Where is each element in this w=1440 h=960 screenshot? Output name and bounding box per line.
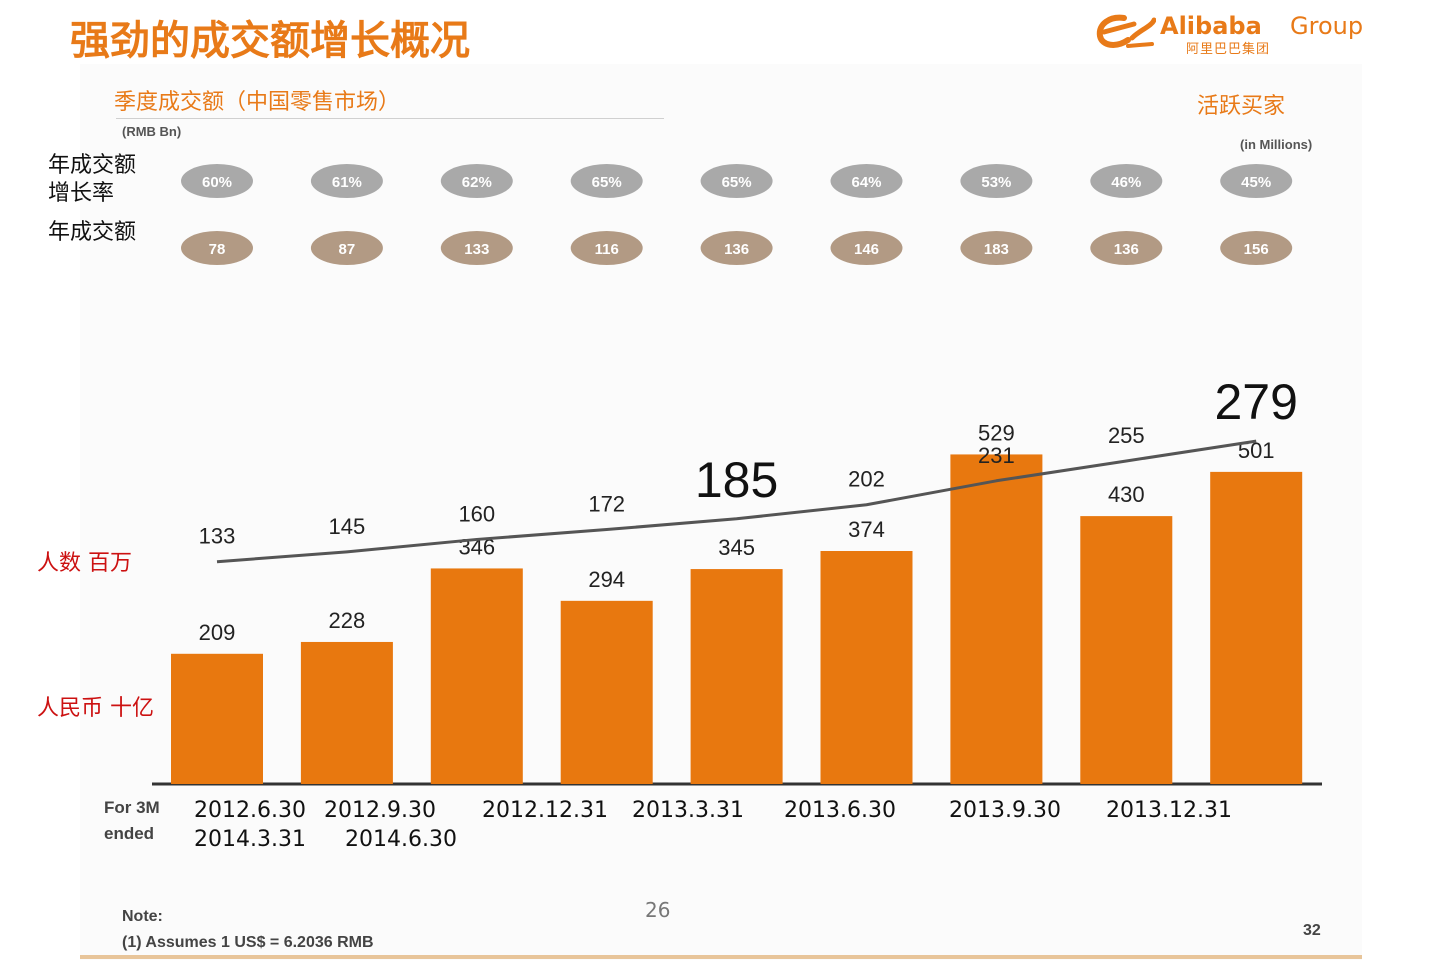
gmv-bar [171, 653, 263, 784]
x-tick-label: 2012.6.30 [194, 798, 306, 823]
page-number: 26 [645, 898, 671, 922]
growth-rate-value: 62% [462, 174, 492, 191]
annual-gmv-value: 146 [854, 241, 879, 258]
active-buyers-value-label: 185 [695, 452, 778, 508]
annual-gmv-value: 156 [1244, 241, 1269, 258]
growth-rate-pill [1090, 164, 1163, 198]
annual-gmv-pill [570, 231, 643, 265]
active-buyers-value-label: 160 [458, 501, 495, 526]
annual-gmv-pill [1090, 231, 1163, 265]
active-buyers-value-label: 202 [848, 467, 885, 492]
annual-gmv-pill [440, 231, 513, 265]
gmv-bar [820, 550, 913, 784]
annual-gmv-row-label: 年成交额 [48, 220, 137, 245]
active-buyers-value-label: 231 [978, 443, 1015, 468]
growth-rate-pill [700, 164, 773, 198]
annual-gmv-value: 183 [984, 241, 1009, 258]
growth-rate-row-label-line1: 年成交额 [48, 153, 137, 178]
alibaba-mark-icon [1096, 14, 1156, 48]
growth-rate-value: 61% [332, 174, 362, 191]
active-buyers-value-label: 133 [199, 524, 236, 549]
growth-rate-pill [830, 164, 903, 198]
page-title: 强劲的成交额增长概况 [70, 18, 470, 64]
gmv-bar-value-label: 294 [588, 567, 625, 592]
active-buyers-value-label: 145 [329, 514, 366, 539]
gmv-bar [430, 568, 523, 784]
note-text: (1) Assumes 1 US$ = 6.2036 RMB [122, 934, 374, 951]
annual-gmv-pill [960, 231, 1033, 265]
slide-panel [80, 64, 1362, 960]
x-tick-label: 2013.9.30 [949, 798, 1061, 823]
gmv-section-label: 季度成交额（中国零售市场） [114, 90, 401, 115]
gmv-unit-label: (RMB Bn) [122, 124, 182, 139]
annual-gmv-value: 116 [595, 241, 619, 258]
x-tick-label: 2013.12.31 [1106, 798, 1232, 823]
gmv-bar-value-label: 228 [329, 608, 366, 633]
gmv-bar [1210, 471, 1303, 784]
logo-chinese: 阿里巴巴集团 [1186, 42, 1271, 57]
growth-rate-pill [960, 164, 1033, 198]
x-tick-label: 2012.9.30 [324, 798, 436, 823]
note-title: Note: [122, 908, 163, 925]
x-tick-label: 2014.6.30 [345, 827, 457, 852]
annual-gmv-pill [181, 231, 253, 265]
x-tick-label: 2013.3.31 [632, 798, 744, 823]
for-3m-label-line2: ended [104, 824, 155, 843]
growth-rate-pill [310, 164, 383, 198]
logo-brand: Alibaba [1160, 12, 1262, 40]
active-buyers-value-label: 172 [588, 492, 625, 517]
gmv-bar-value-label: 529 [978, 420, 1015, 445]
annual-gmv-value: 87 [339, 241, 356, 258]
annual-gmv-pill [700, 231, 773, 265]
annual-gmv-pill [1220, 231, 1293, 265]
bottom-rule [80, 955, 1362, 959]
logo-group: Group [1290, 12, 1364, 40]
gmv-bar [690, 569, 783, 784]
annual-gmv-value: 133 [464, 241, 489, 258]
annual-gmv-value: 136 [1114, 241, 1139, 258]
active-buyers-value-label: 255 [1108, 423, 1145, 448]
buyers-unit-label: (in Millions) [1240, 137, 1313, 152]
growth-rate-value: 46% [1111, 174, 1141, 191]
gmv-bar [560, 600, 653, 784]
gmv-bar-value-label: 209 [199, 620, 236, 645]
active-buyers-line [216, 439, 1257, 564]
growth-rate-pill [440, 164, 513, 198]
for-3m-label-line1: For 3M [104, 798, 160, 817]
growth-rate-value: 53% [981, 174, 1011, 191]
x-tick-label: 2014.3.31 [194, 827, 306, 852]
annual-gmv-value: 78 [209, 241, 226, 258]
active-buyers-value-label: 279 [1214, 374, 1297, 430]
growth-rate-value: 64% [851, 174, 881, 191]
growth-rate-value: 60% [202, 174, 232, 191]
gmv-bar-value-label: 345 [718, 535, 755, 560]
gmv-bar [950, 454, 1043, 784]
growth-rate-pill [1220, 164, 1293, 198]
gmv-bar-value-label: 374 [848, 517, 885, 542]
annual-gmv-value: 136 [724, 241, 749, 258]
buyers-axis-note: 人数 百万 [37, 551, 132, 576]
annual-gmv-pill [830, 231, 903, 265]
growth-rate-row-label-line2: 增长率 [48, 181, 115, 206]
growth-rate-pill [181, 164, 253, 198]
growth-rate-value: 45% [1241, 174, 1271, 191]
x-tick-label: 2013.6.30 [784, 798, 896, 823]
growth-rate-value: 65% [592, 174, 622, 191]
buyers-section-label: 活跃买家 [1197, 94, 1286, 119]
gmv-bar [300, 641, 393, 784]
gmv-bar [1080, 516, 1173, 784]
x-tick-label: 2012.12.31 [482, 798, 608, 823]
gmv-axis-note: 人民币 十亿 [37, 696, 154, 721]
growth-rate-pill [570, 164, 643, 198]
growth-rate-value: 65% [722, 174, 752, 191]
annual-gmv-pill [310, 231, 383, 265]
gmv-bar-value-label: 430 [1108, 482, 1145, 507]
slide-number: 32 [1303, 922, 1321, 939]
alibaba-logo: Alibaba Group 阿里巴巴集团 [1094, 10, 1363, 58]
section-underline [116, 118, 664, 119]
